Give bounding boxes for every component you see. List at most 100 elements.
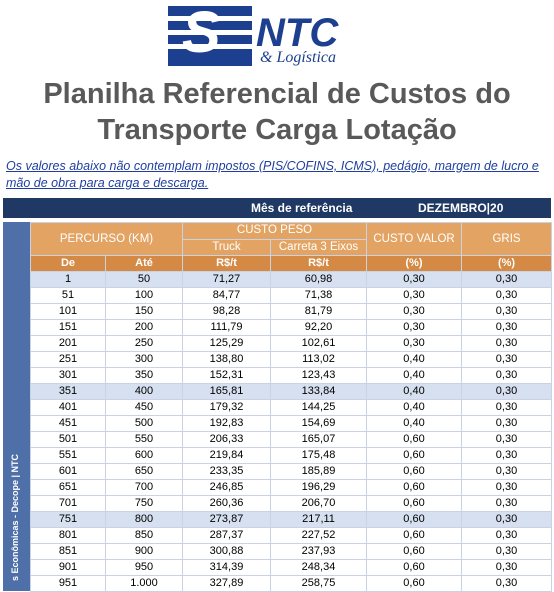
cell: 0,30 <box>461 287 553 304</box>
cell: 0,30 <box>366 287 463 304</box>
cell: 250 <box>105 335 183 352</box>
cell: 71,38 <box>269 287 368 304</box>
title-line: Transporte Carga Lotação <box>97 114 457 146</box>
row: 401 450 179,32 144,25 0,40 0,30 <box>30 399 553 416</box>
header: Truck <box>182 238 271 256</box>
cell: 233,35 <box>182 463 271 480</box>
cell: 151 <box>30 319 106 336</box>
cell: 0,60 <box>366 511 463 528</box>
cell: 152,31 <box>182 367 271 384</box>
cell: 350 <box>105 367 183 384</box>
cell: 237,93 <box>269 543 368 560</box>
cell: 0,60 <box>366 527 463 544</box>
cell: 400 <box>105 383 183 400</box>
cell: 500 <box>105 415 183 432</box>
cell: 0,30 <box>461 431 553 448</box>
cell: 951 <box>30 575 106 592</box>
cell: 101 <box>30 303 106 320</box>
cell: 100 <box>105 287 183 304</box>
cell: 701 <box>30 495 106 512</box>
cell: 0,30 <box>366 271 463 288</box>
side-label: s Econômicas - Decope | NTC <box>10 453 20 581</box>
cell: 0,30 <box>461 335 553 352</box>
reference-value: DEZEMBRO|20 <box>418 201 504 215</box>
cell: 133,84 <box>269 383 368 400</box>
row: 1 50 71,27 60,98 0,30 0,30 <box>30 271 553 288</box>
cell: 138,80 <box>182 351 271 368</box>
cell: 246,85 <box>182 479 271 496</box>
cell: 0,30 <box>461 559 553 576</box>
cell: 144,25 <box>269 399 368 416</box>
cell: 0,30 <box>461 367 553 384</box>
subheader: Até <box>105 255 183 272</box>
cell: 0,40 <box>366 351 463 368</box>
cell: 0,60 <box>366 479 463 496</box>
cell: 111,79 <box>182 319 271 336</box>
cell: 501 <box>30 431 106 448</box>
cell: 102,61 <box>269 335 368 352</box>
cell: 550 <box>105 431 183 448</box>
row: 151 200 111,79 92,20 0,30 0,30 <box>30 319 553 336</box>
cell: 196,29 <box>269 479 368 496</box>
cell: 901 <box>30 559 106 576</box>
cell: 201 <box>30 335 106 352</box>
side-band: s Econômicas - Decope | NTC <box>3 222 30 591</box>
cell: 850 <box>105 527 183 544</box>
cell: 950 <box>105 559 183 576</box>
row: 651 700 246,85 196,29 0,60 0,30 <box>30 479 553 496</box>
cell: 401 <box>30 399 106 416</box>
logo-name: NTC <box>256 11 339 55</box>
cell: 601 <box>30 463 106 480</box>
subheader: De <box>30 255 106 272</box>
cell: 351 <box>30 383 106 400</box>
header: GRIS <box>461 222 553 256</box>
svg-text:S: S <box>182 2 221 65</box>
cell: 0,30 <box>461 479 553 496</box>
row: 901 950 314,39 248,34 0,60 0,30 <box>30 559 553 576</box>
cell: 600 <box>105 447 183 464</box>
row: 701 750 260,36 206,70 0,60 0,30 <box>30 495 553 512</box>
cell: 123,43 <box>269 367 368 384</box>
subheader: (%) <box>366 255 463 272</box>
cell: 1 <box>30 271 106 288</box>
cell: 0,30 <box>461 463 553 480</box>
cell: 800 <box>105 511 183 528</box>
cell: 248,34 <box>269 559 368 576</box>
cell: 650 <box>105 463 183 480</box>
cell: 0,60 <box>366 559 463 576</box>
cell: 314,39 <box>182 559 271 576</box>
cell: 175,48 <box>269 447 368 464</box>
cell: 1.000 <box>105 575 183 592</box>
header: CUSTO PESO <box>181 222 368 240</box>
cell: 0,40 <box>366 399 463 416</box>
cell: 125,29 <box>182 335 271 352</box>
reference-label: Mês de referência <box>251 201 353 215</box>
cell: 192,83 <box>182 415 271 432</box>
cell: 0,30 <box>461 383 553 400</box>
cell: 301 <box>30 367 106 384</box>
cell: 165,07 <box>269 431 368 448</box>
row: 301 350 152,31 123,43 0,40 0,30 <box>30 367 553 384</box>
cell: 0,30 <box>461 495 553 512</box>
cell: 81,79 <box>269 303 368 320</box>
cell: 0,60 <box>366 447 463 464</box>
cell: 0,40 <box>366 415 463 432</box>
cell: 0,30 <box>461 527 553 544</box>
row: 851 900 300,88 237,93 0,60 0,30 <box>30 543 553 560</box>
cell: 750 <box>105 495 183 512</box>
cell: 260,36 <box>182 495 271 512</box>
subheader: R$/t <box>269 255 368 272</box>
cell: 200 <box>105 319 183 336</box>
cell: 84,77 <box>182 287 271 304</box>
cell: 51 <box>30 287 106 304</box>
cell: 0,30 <box>461 351 553 368</box>
row: 951 1.000 327,89 258,75 0,60 0,30 <box>30 575 553 592</box>
cell: 154,69 <box>269 415 368 432</box>
cell: 287,37 <box>182 527 271 544</box>
cell: 165,81 <box>182 383 271 400</box>
cell: 0,30 <box>461 575 553 592</box>
cell: 451 <box>30 415 106 432</box>
header: PERCURSO (KM) <box>30 222 183 256</box>
cell: 113,02 <box>269 351 368 368</box>
cell: 206,70 <box>269 495 368 512</box>
